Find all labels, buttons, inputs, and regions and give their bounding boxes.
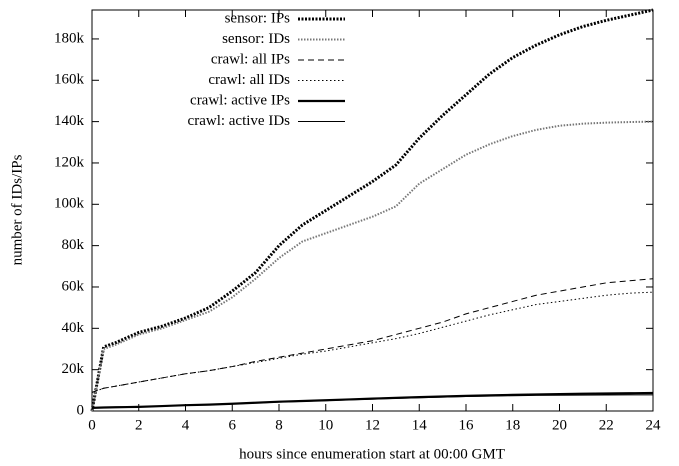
x-tick-label: 6: [229, 417, 237, 433]
y-tick-label: 80k: [62, 237, 85, 253]
y-tick-label: 160k: [54, 72, 85, 88]
x-tick-label: 8: [275, 417, 283, 433]
x-tick-label: 22: [599, 417, 614, 433]
x-tick-label: 2: [135, 417, 143, 433]
y-tick-label: 0: [77, 402, 85, 418]
y-tick-label: 100k: [54, 196, 85, 212]
y-tick-label: 140k: [54, 113, 85, 129]
series-line: [91, 278, 654, 393]
y-tick-label: 40k: [62, 320, 85, 336]
y-tick-label: 60k: [62, 278, 85, 294]
x-tick-label: 14: [412, 417, 428, 433]
y-tick-label: 180k: [54, 30, 85, 46]
x-tick-label: 0: [88, 417, 96, 433]
y-tick-label: 20k: [62, 361, 85, 377]
x-tick-label: 18: [505, 417, 520, 433]
legend-label: sensor: IDs: [222, 31, 290, 47]
legend-label: crawl: active IPs: [190, 92, 290, 108]
x-tick-label: 12: [365, 417, 380, 433]
legend-label: crawl: all IPs: [211, 51, 290, 67]
y-tick-label: 120k: [54, 154, 85, 170]
legend-label: crawl: active IDs: [188, 113, 291, 129]
plot-frame: [91, 9, 654, 412]
x-tick-label: 24: [646, 417, 662, 433]
legend-label: crawl: all IDs: [208, 72, 290, 88]
series-line: [91, 120, 654, 412]
x-tick-label: 10: [318, 417, 333, 433]
series-line: [90, 8, 654, 412]
series-line: [91, 394, 654, 409]
x-tick-label: 4: [182, 417, 190, 433]
legend-label: sensor: IPs: [225, 10, 291, 26]
x-tick-label: 16: [459, 417, 475, 433]
x-tick-label: 20: [552, 417, 567, 433]
y-axis-label: number of IDs/IPs: [9, 154, 25, 265]
series-line: [91, 291, 654, 393]
x-axis-label: hours since enumeration start at 00:00 G…: [239, 446, 505, 462]
